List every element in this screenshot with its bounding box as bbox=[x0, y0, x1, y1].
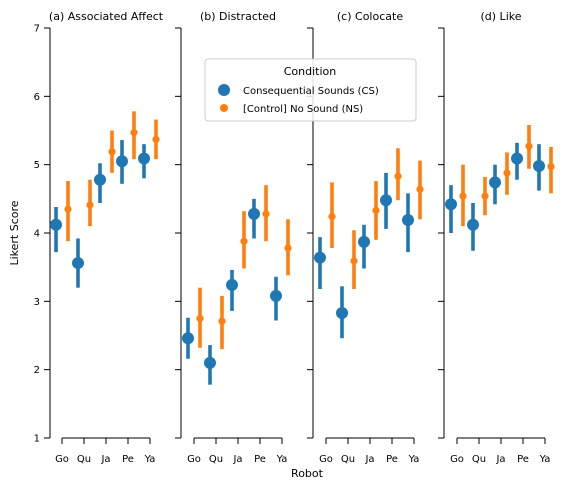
x-tick-label: Ya bbox=[408, 454, 420, 465]
data-point bbox=[108, 148, 116, 156]
data-point bbox=[262, 210, 270, 218]
x-tick-label: Go bbox=[450, 454, 464, 465]
legend: Condition Consequential Sounds (CS) [Con… bbox=[204, 58, 417, 122]
data-point bbox=[416, 185, 424, 193]
data-point bbox=[372, 206, 380, 215]
data-point bbox=[218, 317, 226, 325]
data-point bbox=[284, 244, 292, 252]
x-tick-label: Ja bbox=[100, 454, 110, 465]
series-ns bbox=[328, 148, 424, 290]
series-cs bbox=[445, 142, 545, 251]
x-tick-label: Go bbox=[55, 454, 69, 465]
data-point bbox=[445, 198, 457, 211]
data-point bbox=[503, 169, 511, 177]
panel-1: 1 2 3 4 5 6 7 Go Qu Ja Pe Ya (a) Associated Affect bbox=[34, 10, 164, 465]
data-point bbox=[336, 306, 348, 319]
x-tick-label: Ya bbox=[539, 454, 551, 465]
data-point bbox=[547, 163, 555, 171]
panel-title: (a) Associated Affect bbox=[49, 10, 164, 23]
x-tick-label: Ja bbox=[495, 454, 505, 465]
panel-4: Go Qu Ja Pe Ya (d) Like bbox=[438, 10, 555, 465]
data-point bbox=[402, 214, 414, 227]
panel-3: Go Qu Ja Pe Ya (c) Colocate bbox=[307, 10, 424, 465]
x-tick-label: Go bbox=[187, 454, 201, 465]
data-point bbox=[328, 213, 336, 221]
legend-marker-ns bbox=[220, 104, 228, 112]
y-tick-label: 3 bbox=[34, 297, 40, 308]
data-point bbox=[130, 128, 138, 137]
data-point bbox=[525, 142, 533, 150]
x-tick-label: Qu bbox=[209, 454, 223, 465]
data-point bbox=[248, 207, 260, 220]
legend-marker-cs bbox=[218, 84, 230, 96]
data-point bbox=[350, 257, 358, 265]
data-point bbox=[86, 201, 94, 209]
series-ns bbox=[459, 125, 555, 227]
panel-title: (c) Colocate bbox=[337, 10, 403, 23]
x-tick-label: Pe bbox=[386, 454, 398, 465]
x-tick-label: Ja bbox=[232, 454, 242, 465]
x-tick-label: Qu bbox=[77, 454, 91, 465]
x-tick-label: Ja bbox=[364, 454, 374, 465]
data-point bbox=[270, 289, 282, 302]
data-point bbox=[116, 155, 128, 168]
x-axis-label: Robot bbox=[291, 467, 324, 480]
y-axis-label: Likert Score bbox=[8, 200, 21, 265]
data-point bbox=[533, 160, 545, 173]
series-cs bbox=[50, 140, 150, 288]
series-cs bbox=[182, 198, 282, 385]
data-point bbox=[467, 218, 479, 231]
x-tick-label: Pe bbox=[254, 454, 266, 465]
data-point bbox=[196, 314, 204, 323]
data-point bbox=[481, 192, 489, 200]
data-point bbox=[358, 235, 370, 248]
data-point bbox=[240, 237, 248, 245]
series-ns bbox=[64, 111, 160, 242]
series-cs bbox=[314, 172, 414, 339]
y-tick-label: 1 bbox=[34, 434, 40, 445]
x-tick-label: Ya bbox=[144, 454, 156, 465]
data-point bbox=[72, 257, 84, 270]
legend-frame bbox=[204, 58, 417, 122]
panel-2: Go Qu Ja Pe Ya (b) Distracted bbox=[175, 10, 292, 465]
x-tick-label: Pe bbox=[517, 454, 529, 465]
panel-title: (b) Distracted bbox=[200, 10, 276, 23]
y-tick-label: 7 bbox=[34, 24, 40, 35]
data-point bbox=[459, 192, 467, 200]
data-point bbox=[226, 278, 238, 291]
x-tick-label: Go bbox=[319, 454, 333, 465]
y-tick-label: 5 bbox=[34, 160, 40, 171]
data-point bbox=[511, 152, 523, 165]
panels-group: 1 2 3 4 5 6 7 Go Qu Ja Pe Ya (a) Associated Affect Go… bbox=[34, 10, 555, 465]
legend-title: Condition bbox=[284, 65, 337, 78]
legend-entry-ns: [Control] No Sound (NS) bbox=[243, 104, 363, 115]
y-tick-label: 2 bbox=[34, 365, 40, 376]
x-tick-label: Qu bbox=[341, 454, 355, 465]
data-point bbox=[314, 251, 326, 264]
data-point bbox=[394, 172, 402, 180]
data-point bbox=[94, 173, 106, 186]
data-point bbox=[138, 152, 150, 165]
panel-title: (d) Like bbox=[481, 10, 522, 23]
y-tick-label: 4 bbox=[34, 229, 40, 240]
data-point bbox=[64, 205, 72, 213]
x-tick-label: Ya bbox=[276, 454, 288, 465]
data-point bbox=[50, 218, 62, 231]
x-tick-label: Qu bbox=[472, 454, 486, 465]
data-point bbox=[204, 356, 216, 369]
data-point bbox=[182, 332, 194, 345]
y-tick-label: 6 bbox=[34, 92, 40, 103]
data-point bbox=[380, 194, 392, 207]
legend-entry-cs: Consequential Sounds (CS) bbox=[243, 86, 379, 97]
x-tick-label: Pe bbox=[122, 454, 134, 465]
data-point bbox=[152, 135, 160, 143]
data-point bbox=[489, 176, 501, 189]
series-ns bbox=[196, 185, 292, 350]
